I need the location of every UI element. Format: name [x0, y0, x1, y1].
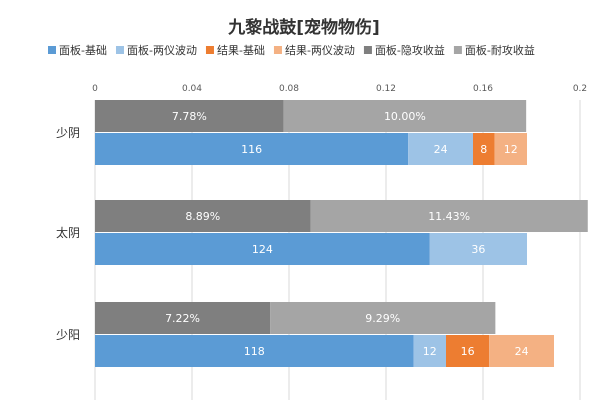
legend-swatch [273, 46, 282, 54]
legend-label: 面板-耐攻收益 [465, 43, 535, 57]
data-label: 7.22% [165, 312, 200, 325]
bar-segment [95, 100, 284, 132]
data-label: 8 [480, 143, 487, 156]
data-label: 10.00% [384, 110, 426, 123]
bar-segment [95, 335, 414, 367]
bar-segment [270, 302, 496, 334]
x-tick-label: 0.04 [182, 84, 202, 94]
legend-item: 面板-耐攻收益 [453, 43, 535, 57]
bar-segment [408, 133, 473, 165]
data-label: 7.78% [172, 110, 207, 123]
data-label: 12 [423, 345, 437, 358]
bar-segment [95, 200, 311, 232]
data-label: 116 [241, 143, 262, 156]
x-tick-label: 0 [92, 84, 98, 94]
data-label: 8.89% [185, 210, 220, 223]
chart-title: 九黎战鼓[宠物物伤] [227, 17, 380, 38]
legend-swatch [363, 46, 372, 54]
bar-segment [95, 133, 409, 165]
data-label: 9.29% [365, 312, 400, 325]
bars: 7.78% 10.00% 116 24 8 12 8.89% 11.43% 124 36 7.22%… [95, 100, 588, 367]
legend-swatch [48, 46, 56, 54]
legend-item: 结果-两仪波动 [273, 44, 355, 57]
bar-segment [283, 100, 527, 132]
data-label: 24 [515, 345, 529, 358]
data-label: 124 [252, 243, 273, 256]
bar-segment [429, 233, 527, 265]
legend-label: 结果-基础 [217, 44, 265, 57]
legend-label: 面板-基础 [59, 43, 107, 57]
legend-item: 面板-隐攻收益 [363, 43, 445, 57]
legend-label: 面板-两仪波动 [127, 43, 197, 57]
legend-swatch [205, 46, 214, 54]
legend-swatch [115, 46, 124, 54]
data-label: 12 [504, 143, 518, 156]
bar-segment [413, 335, 446, 367]
bar-segment [95, 302, 271, 334]
x-tick-label: 0.12 [376, 84, 396, 94]
bar-segment [310, 200, 588, 232]
legend-label: 面板-隐攻收益 [375, 43, 445, 57]
legend-swatch [453, 46, 462, 54]
legend-item: 面板-基础 [48, 43, 107, 57]
data-label: 118 [244, 345, 265, 358]
legend: 面板-基础 面板-两仪波动 结果-基础 结果-两仪波动 面板-隐攻收益 面板-耐攻收益 [48, 43, 535, 57]
data-label: 16 [461, 345, 475, 358]
x-tick-label: 0.16 [473, 84, 493, 94]
x-tick-label: 0.08 [279, 84, 299, 94]
category-label: 太阴 [56, 225, 80, 240]
bar-segment [95, 233, 430, 265]
data-label: 24 [434, 143, 448, 156]
data-label: 36 [471, 243, 485, 256]
data-label: 11.43% [428, 210, 470, 223]
legend-label: 结果-两仪波动 [285, 44, 355, 57]
bar-segment [494, 133, 527, 165]
x-tick-label: 0.2 [573, 84, 587, 94]
bar-segment [473, 133, 495, 165]
category-label: 少阴 [56, 126, 80, 140]
category-label: 少阳 [56, 328, 80, 342]
legend-item: 结果-基础 [205, 44, 265, 57]
bar-segment [489, 335, 554, 367]
x-axis-ticks: 0 0.04 0.08 0.12 0.16 0.2 [92, 84, 587, 94]
legend-item: 面板-两仪波动 [115, 43, 197, 57]
bar-segment [446, 335, 490, 367]
